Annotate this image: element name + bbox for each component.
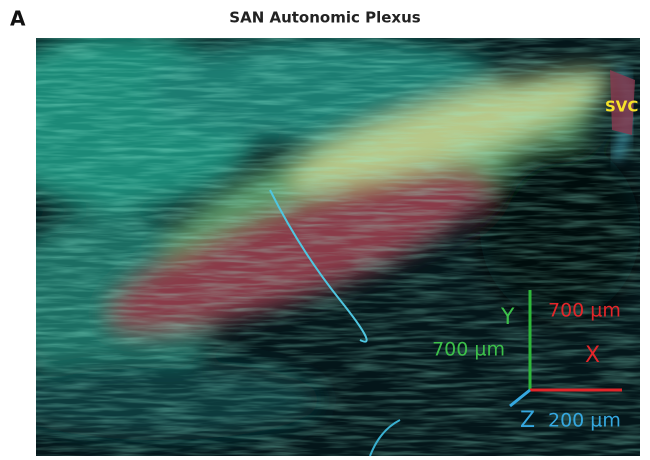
figure: A SAN Autonomic Plexus SVC Y 700 µm 700 …: [0, 0, 650, 460]
z-axis-length: 200 µm: [548, 410, 621, 432]
figure-title: SAN Autonomic Plexus: [229, 9, 420, 27]
x-axis-length: 700 µm: [548, 300, 621, 322]
page: A SAN Autonomic Plexus SVC Y 700 µm 700 …: [0, 0, 650, 460]
micrograph: [0, 30, 640, 456]
x-axis-label: X: [585, 343, 600, 368]
y-axis-length: 700 µm: [432, 339, 505, 361]
y-axis-label: Y: [500, 305, 515, 330]
vessel-label: SVC: [605, 98, 638, 116]
panel-label: A: [10, 7, 26, 31]
z-axis-label: Z: [520, 408, 535, 433]
